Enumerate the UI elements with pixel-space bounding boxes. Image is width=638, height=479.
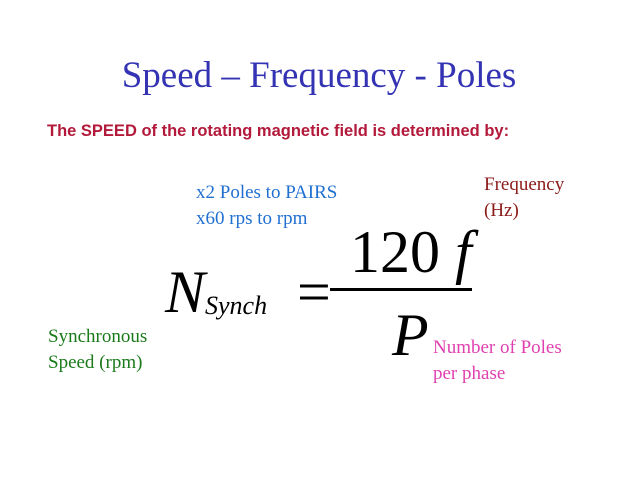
poles-conversion-note: x2 Poles to PAIRS x60 rps to rpm — [196, 180, 337, 232]
equation-denominator-p: P — [392, 302, 429, 368]
numerator-constant: 120 — [350, 219, 440, 285]
numerator-frequency-symbol: f — [455, 219, 472, 285]
slide-title: Speed – Frequency - Poles — [121, 55, 517, 96]
per-phase-label: per phase — [433, 363, 506, 384]
rps-to-rpm-text: x60 rps to rpm — [196, 208, 308, 229]
synchronous-label: Synchronous — [48, 326, 148, 347]
frequency-label: Frequency — [484, 174, 565, 195]
frequency-unit: (Hz) — [484, 200, 519, 221]
fraction-bar — [330, 288, 472, 291]
speed-rpm-label: Speed (rpm) — [48, 352, 143, 373]
equation-synch-subscript: Synch — [205, 291, 268, 320]
number-of-poles-note: Number of Poles per phase — [433, 335, 562, 387]
equation-equals-sign: = — [297, 259, 331, 325]
synchronous-speed-note: Synchronous Speed (rpm) — [48, 324, 147, 376]
slide-subtitle: The SPEED of the rotating magnetic field… — [47, 122, 510, 140]
frequency-note: Frequency (Hz) — [484, 172, 564, 224]
equation-numerator: 120 f — [350, 222, 472, 282]
poles-to-pairs-text: x2 Poles to PAIRS — [196, 182, 338, 203]
equation-n-symbol: N — [165, 259, 206, 325]
number-of-poles-label: Number of Poles — [433, 337, 562, 358]
